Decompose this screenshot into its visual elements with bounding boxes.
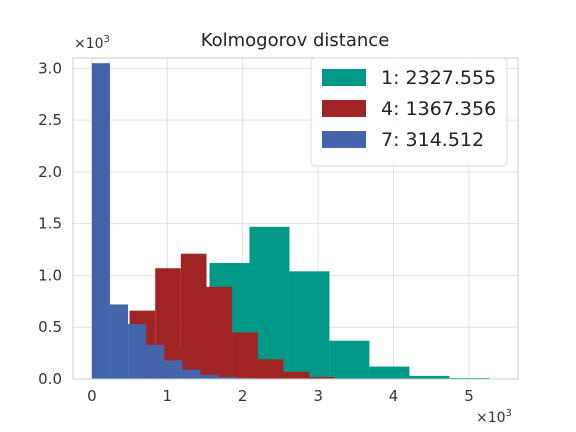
x-multiplier-exponent: 3 bbox=[506, 408, 512, 419]
x-tick-label: 0 bbox=[87, 387, 97, 405]
legend: 1: 2327.555 4: 1367.356 7: 314.512 bbox=[310, 57, 508, 167]
legend-swatch bbox=[322, 100, 366, 117]
histogram-bar-series-1 bbox=[289, 271, 330, 379]
x-tick-label: 5 bbox=[464, 387, 474, 405]
x-tick-label: 1 bbox=[163, 387, 173, 405]
x-axis-ticks: 0 1 2 3 4 5 bbox=[87, 387, 474, 405]
y-tick-label: 2.5 bbox=[38, 111, 62, 129]
y-tick-label: 2.0 bbox=[38, 163, 62, 181]
legend-label: 1: 2327.555 bbox=[381, 67, 496, 89]
histogram-bar-series-3 bbox=[200, 374, 219, 379]
x-multiplier-base: ×10 bbox=[476, 410, 506, 426]
y-tick-label: 1.5 bbox=[38, 215, 62, 233]
y-tick-label: 0.0 bbox=[38, 370, 62, 388]
histogram-bar-series-3 bbox=[236, 377, 255, 379]
histogram-bar-series-3 bbox=[182, 369, 201, 379]
legend-label: 4: 1367.356 bbox=[381, 98, 496, 120]
histogram-bar-series-2 bbox=[283, 371, 310, 379]
y-tick-label: 1.0 bbox=[38, 266, 62, 284]
histogram-bar-series-3 bbox=[146, 344, 165, 379]
plot-frame bbox=[72, 57, 519, 380]
y-multiplier-base: ×10 bbox=[74, 36, 104, 52]
x-tick-label: 2 bbox=[238, 387, 248, 405]
y-multiplier-exponent: 3 bbox=[104, 34, 110, 45]
histogram-bar-series-3 bbox=[128, 324, 147, 379]
histogram-bar-series-2 bbox=[180, 253, 207, 379]
y-axis-ticks: 0.0 0.5 1.0 1.5 2.0 2.5 3.0 bbox=[38, 59, 62, 388]
chart-title: Kolmogorov distance bbox=[201, 30, 390, 51]
histogram-bar-series-2 bbox=[206, 286, 233, 379]
y-axis-multiplier: ×103 bbox=[74, 34, 110, 52]
histogram-bar-series-3 bbox=[109, 304, 129, 379]
histogram-bar-series-2 bbox=[257, 359, 284, 379]
histogram-bars bbox=[91, 63, 490, 379]
histogram-bar-series-3 bbox=[91, 63, 110, 379]
x-tick-label: 3 bbox=[313, 387, 323, 405]
histogram-bar-series-3 bbox=[218, 376, 237, 379]
legend-swatch bbox=[322, 131, 366, 148]
histogram-bar-series-3 bbox=[164, 360, 183, 379]
legend-swatch bbox=[322, 69, 366, 86]
x-axis-multiplier: ×103 bbox=[476, 408, 512, 426]
histogram-bar-series-1 bbox=[369, 366, 410, 379]
y-tick-label: 3.0 bbox=[38, 59, 62, 77]
histogram-bar-series-2 bbox=[232, 332, 258, 379]
histogram-bar-series-2 bbox=[309, 376, 335, 379]
histogram-bar-series-1 bbox=[409, 375, 450, 379]
histogram-bar-series-1 bbox=[449, 377, 490, 379]
histogram-bar-series-1 bbox=[329, 340, 370, 379]
y-tick-label: 0.5 bbox=[38, 318, 62, 336]
legend-label: 7: 314.512 bbox=[381, 129, 484, 151]
x-tick-label: 4 bbox=[389, 387, 399, 405]
